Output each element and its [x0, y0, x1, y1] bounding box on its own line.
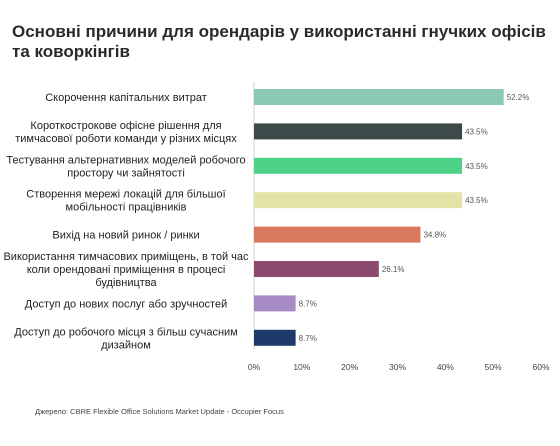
bar	[254, 157, 463, 174]
source-note: Джерело: CBRE Flexible Office Solutions …	[35, 407, 284, 416]
category-label: коли орендовані приміщення в процесі	[27, 264, 226, 276]
x-tick-label: 40%	[437, 362, 454, 372]
bar	[254, 329, 296, 346]
category-label: дизайном	[101, 339, 151, 351]
data-label: 8.7%	[299, 299, 317, 308]
x-tick-label: 30%	[389, 362, 406, 372]
x-tick-label: 50%	[485, 362, 502, 372]
category-label: Короткострокове офісне рішення для	[30, 120, 221, 132]
data-label: 52.2%	[507, 93, 530, 102]
category-label: Вихід на новий ринок / ринки	[52, 230, 199, 242]
category-label: тимчасової роботи команди у різних місця…	[15, 133, 237, 145]
bar	[254, 261, 379, 277]
data-label: 43.5%	[465, 127, 488, 136]
bar	[254, 226, 421, 243]
bar	[254, 123, 463, 140]
data-label: 43.5%	[465, 196, 488, 205]
data-label: 43.5%	[465, 162, 488, 171]
category-label: будівництва	[95, 277, 157, 289]
data-label: 26.1%	[382, 265, 405, 274]
category-label: Доступ до нових послуг або зручностей	[25, 298, 228, 310]
category-label: Створення мережі локацій для більшої	[26, 189, 225, 201]
chart-title: Основні причини для орендарів у використ…	[12, 22, 546, 61]
bar	[254, 295, 296, 312]
bar	[254, 89, 504, 105]
category-label: простору чи зайнятості	[67, 167, 185, 179]
category-label: Доступ до робочого місця з більш сучасни…	[14, 326, 238, 338]
category-label: мобільності працівників	[66, 202, 187, 214]
bar	[254, 192, 463, 209]
x-tick-label: 0%	[248, 362, 261, 372]
category-label: Скорочення капітальних витрат	[45, 92, 207, 104]
category-label: Тестування альтернативних моделей робочо…	[6, 154, 245, 166]
x-tick-label: 60%	[532, 362, 549, 372]
data-label: 34.8%	[423, 231, 446, 240]
data-label: 8.7%	[299, 334, 317, 343]
category-label: Використання тимчасових приміщень, в той…	[3, 251, 249, 263]
x-tick-label: 10%	[293, 362, 310, 372]
x-tick-label: 20%	[341, 362, 358, 372]
